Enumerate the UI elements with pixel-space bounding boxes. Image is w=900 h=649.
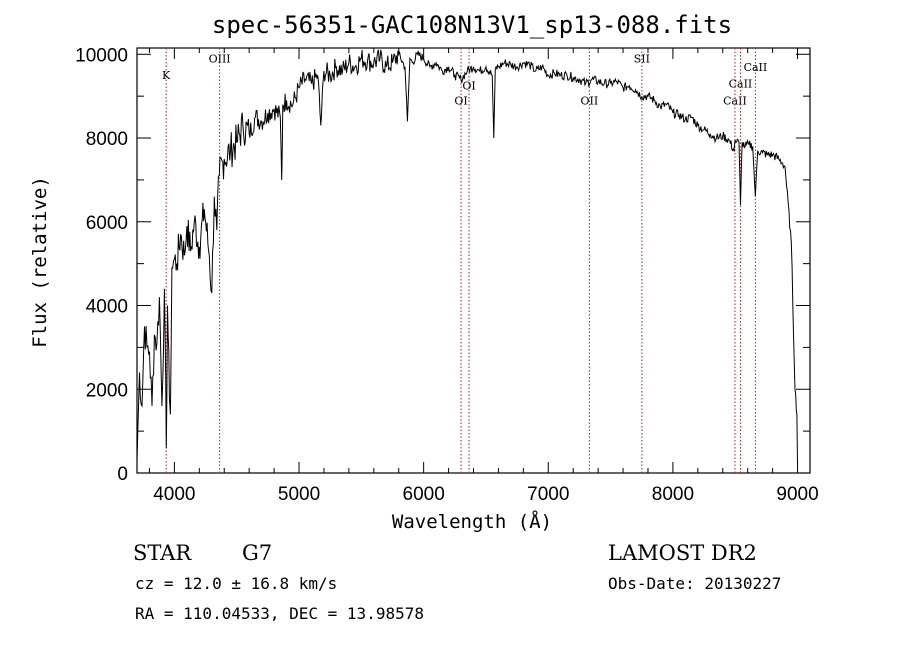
y-tick-label: 8000 xyxy=(86,129,128,150)
x-tick-label: 5000 xyxy=(278,484,320,505)
object-subclass: G7 xyxy=(242,541,272,565)
x-tick-label: 9000 xyxy=(776,484,818,505)
x-tick-label: 4000 xyxy=(153,484,195,505)
observation-date: Obs-Date: 20130227 xyxy=(608,574,781,593)
x-axis-title: Wavelength (Å) xyxy=(392,510,552,533)
y-tick-label: 0 xyxy=(117,464,128,485)
chart-title: spec-56351-GAC108N13V1_sp13-088.fits xyxy=(212,11,732,39)
x-tick-label: 8000 xyxy=(652,484,694,505)
y-tick-label: 6000 xyxy=(86,213,128,234)
plot-frame xyxy=(136,47,811,474)
x-axis-ticks: 4000 5000 6000 7000 8000 9000 xyxy=(148,48,819,505)
line-marker-label: OIII xyxy=(209,52,231,65)
line-marker-label: SII xyxy=(634,52,650,65)
spectrum-info: STAR G7 LAMOST DR2 cz = 12.0 ± 16.8 km/s… xyxy=(133,541,781,623)
line-marker-label: OII xyxy=(581,94,599,107)
line-marker-label: CaII xyxy=(744,61,768,74)
object-class: STAR xyxy=(133,541,192,565)
y-tick-label: 2000 xyxy=(86,380,128,401)
sky-coordinates: RA = 110.04533, DEC = 13.98578 xyxy=(135,604,424,623)
y-axis-title: Flux (relative) xyxy=(29,176,51,348)
line-marker-label: CaII xyxy=(723,94,747,107)
x-tick-label: 6000 xyxy=(403,484,445,505)
plot-area: 4000 5000 6000 7000 8000 9000 0 2000 4000 6000 80… xyxy=(75,45,819,505)
survey-name: LAMOST DR2 xyxy=(608,541,757,565)
x-tick-label: 7000 xyxy=(527,484,569,505)
y-tick-label: 4000 xyxy=(86,297,128,318)
y-tick-label: 10000 xyxy=(75,45,128,66)
spectrum-line xyxy=(136,49,798,465)
line-marker-label: OI xyxy=(462,80,475,93)
line-marker-label: CaII xyxy=(729,78,753,91)
line-marker-label: OI xyxy=(454,94,467,107)
redshift-velocity: cz = 12.0 ± 16.8 km/s xyxy=(135,574,337,593)
line-marker-label: K xyxy=(162,69,171,82)
y-axis-ticks: 0 2000 4000 6000 8000 10000 xyxy=(75,45,810,485)
